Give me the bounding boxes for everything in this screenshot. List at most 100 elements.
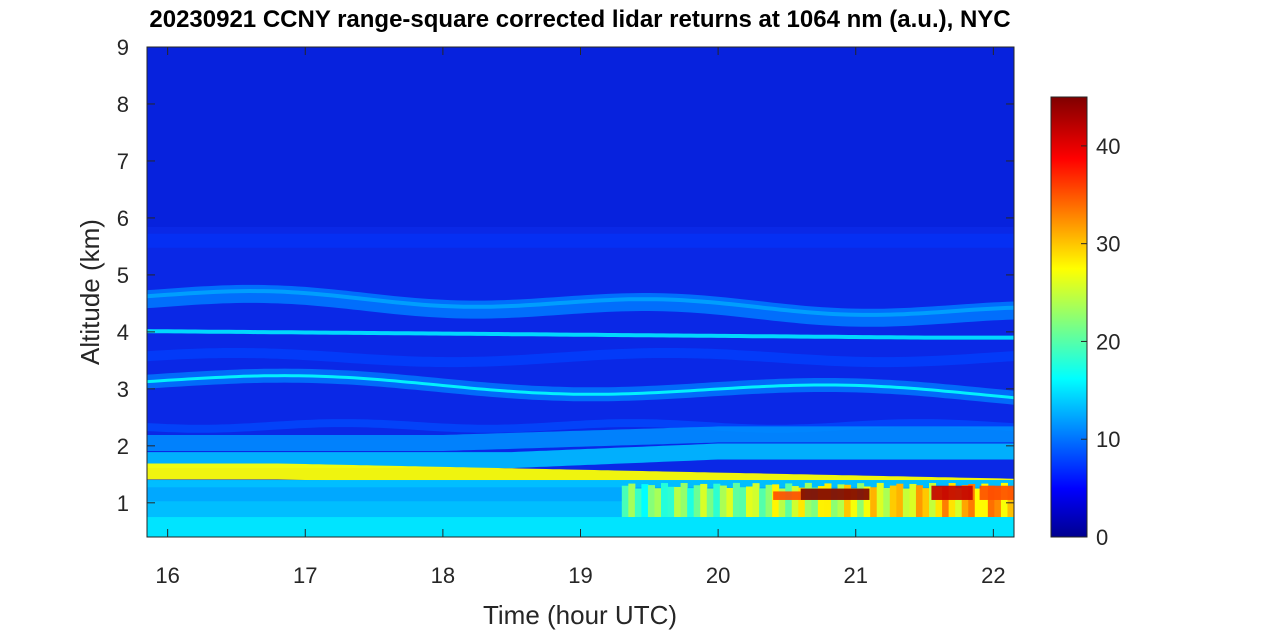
boundary-layer-cell (830, 488, 839, 518)
x-tick-label: 19 (568, 563, 592, 588)
x-tick-label: 18 (431, 563, 455, 588)
boundary-layer-cell (700, 483, 708, 518)
x-axis: 16 17 18 19 20 21 22 (155, 47, 1006, 588)
boundary-layer-cell (772, 484, 780, 518)
boundary-layer-cell (942, 486, 950, 518)
y-tick-label: 8 (117, 92, 129, 117)
near-surface-layer (147, 517, 1014, 537)
boundary-layer-cell (955, 488, 963, 518)
colorbar-tick-label: 30 (1096, 232, 1120, 257)
boundary-layer-cell (621, 485, 629, 518)
boundary-layer-cell (883, 487, 891, 518)
boundary-layer-hotspot (800, 488, 870, 500)
boundary-layer-cell (765, 484, 773, 518)
heatmap-plot-area (147, 47, 1014, 537)
boundary-layer-cell (661, 483, 669, 518)
colorbar-tick-label: 40 (1096, 134, 1120, 159)
boundary-layer-hotspot (931, 485, 973, 500)
y-tick-label: 5 (117, 263, 129, 288)
y-tick-label: 1 (117, 491, 129, 516)
boundary-layer-cell (667, 486, 675, 518)
boundary-layer-cell (752, 483, 760, 518)
boundary-layer-hotspot (773, 491, 801, 500)
boundary-layer-cell (1000, 482, 1008, 518)
colorbar-tick-label: 20 (1096, 329, 1120, 354)
chart-title: 20230921 CCNY range-square corrected lid… (149, 6, 1011, 33)
boundary-layer-cell (634, 488, 642, 518)
x-tick-label: 20 (706, 563, 730, 588)
y-tick-label: 4 (117, 320, 129, 345)
boundary-layer-cell (889, 485, 897, 518)
layer-4p6km (147, 284, 1014, 327)
x-tick-label: 21 (843, 563, 867, 588)
boundary-layer-cell (811, 487, 819, 518)
boundary-layer-cell (732, 482, 740, 518)
boundary-layer-cell (870, 487, 878, 518)
boundary-layer-cell (922, 488, 930, 518)
boundary-layer-cell (961, 485, 969, 518)
boundary-layer-cell (929, 482, 937, 518)
y-tick-label: 2 (117, 434, 129, 459)
layer-1p75km (147, 443, 1014, 469)
boundary-layer-cell (863, 486, 871, 518)
y-tick-label: 9 (117, 35, 129, 60)
boundary-layer-cell (674, 486, 682, 518)
layer-3km-thin (147, 374, 1014, 400)
boundary-layer-cell (654, 488, 662, 518)
boundary-layer-cell (817, 486, 825, 518)
boundary-layer-cell (981, 483, 989, 518)
boundary-layer-cell (824, 483, 832, 518)
boundary-layer-cell (896, 483, 904, 518)
faint-layer-5p6km (147, 233, 1014, 248)
boundary-layer-cell (785, 483, 793, 518)
boundary-layer-cell (680, 482, 688, 518)
colorbar-tick-label: 10 (1096, 427, 1120, 452)
boundary-layer-cell (687, 488, 695, 518)
x-tick-label: 16 (155, 563, 179, 588)
boundary-layer-cell (987, 485, 995, 518)
y-axis-label: Altitude (km) (75, 219, 105, 365)
x-tick-label: 22 (981, 563, 1005, 588)
boundary-layer-cell (759, 488, 767, 518)
boundary-layer-cell (647, 485, 655, 518)
boundary-layer-cell (902, 488, 910, 518)
x-tick-label: 17 (293, 563, 317, 588)
boundary-layer-cell (628, 483, 636, 518)
boundary-layer-cell (909, 483, 917, 518)
boundary-layer-cell (935, 486, 943, 518)
boundary-layer-cell (641, 484, 649, 518)
boundary-layer-cell (713, 483, 721, 518)
boundary-layer-cell (739, 487, 747, 518)
faint-layer-3p5km (147, 348, 1014, 368)
boundary-layer-cell (745, 486, 754, 518)
layer-2km (147, 426, 1014, 451)
y-tick-label: 3 (117, 377, 129, 402)
y-tick-label: 6 (117, 206, 129, 231)
layer-3p9km (147, 329, 1014, 340)
boundary-layer-cell (791, 486, 799, 518)
boundary-layer-cell (706, 488, 714, 518)
boundary-layer-cell (857, 483, 865, 518)
boundary-layer-cell (726, 487, 734, 518)
colorbar-scale (1050, 96, 1088, 538)
boundary-layer-cell (1007, 487, 1014, 518)
boundary-layer-cell (968, 484, 976, 518)
boundary-layer-cell (994, 487, 1002, 518)
boundary-layer-cell (719, 485, 727, 518)
y-axis: 1 2 3 4 5 6 7 8 9 (117, 35, 1014, 516)
boundary-layer-hotspot (979, 485, 1014, 500)
colorbar: 0 10 20 30 40 (1050, 96, 1120, 550)
boundary-layer-cell (876, 482, 884, 518)
colorbar-tick-label: 0 (1096, 525, 1108, 550)
boundary-layer-cell (974, 488, 982, 518)
heatmap-layers (147, 233, 1014, 537)
boundary-layer-cell (850, 488, 858, 518)
x-axis-label: Time (hour UTC) (483, 600, 677, 630)
boundary-layer-cell (778, 488, 786, 518)
boundary-layer-cell (798, 487, 806, 518)
boundary-layer-cell (844, 484, 852, 518)
layer-4p6km-edge (147, 289, 1014, 317)
heatmap-upper-region (147, 47, 1014, 227)
